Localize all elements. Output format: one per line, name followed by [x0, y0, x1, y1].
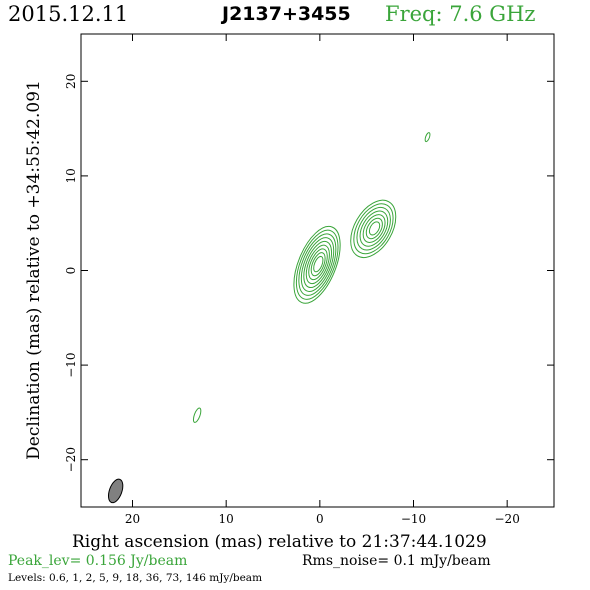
contour-1-level-1 — [353, 203, 394, 255]
contour-1-level-6 — [368, 221, 381, 236]
contour-2-level-0 — [424, 132, 431, 143]
y-tick-label: −20 — [64, 447, 78, 472]
contour-3-level-0 — [192, 407, 202, 423]
contour-1-level-3 — [359, 210, 389, 247]
contour-0-level-3 — [300, 237, 335, 292]
beam-ellipse — [107, 478, 124, 504]
contour-1-level-5 — [365, 217, 383, 240]
rms-noise: Rms_noise= 0.1 mJy/beam — [302, 553, 491, 569]
contour-1-level-0 — [350, 199, 397, 258]
y-axis-label: Declination (mas) relative to +34:55:42.… — [24, 80, 44, 460]
contour-0-level-6 — [308, 248, 328, 281]
x-tick-label: 10 — [219, 512, 234, 526]
y-tick-label: 10 — [64, 168, 78, 183]
epoch-date: 2015.12.11 — [8, 2, 129, 26]
contour-0-level-2 — [298, 233, 337, 296]
x-tick-label: 0 — [316, 512, 324, 526]
plot-frame — [80, 33, 555, 508]
frequency-label: Freq: 7.6 GHz — [385, 2, 536, 26]
contour-0-level-0 — [293, 225, 341, 304]
contour-1-level-2 — [356, 206, 391, 251]
x-tick-label: −20 — [495, 512, 520, 526]
y-tick-label: −10 — [64, 352, 78, 377]
contour-levels: Levels: 0.6, 1, 2, 5, 9, 18, 36, 73, 146… — [8, 572, 263, 584]
contour-1-level-4 — [362, 214, 386, 243]
x-tick-label: −10 — [401, 512, 426, 526]
contour-0-level-1 — [295, 229, 339, 300]
contour-0-level-5 — [305, 244, 330, 285]
y-tick-label: 0 — [64, 267, 78, 275]
x-axis-label: Right ascension (mas) relative to 21:37:… — [72, 532, 487, 552]
peak-level: Peak_lev= 0.156 Jy/beam — [8, 553, 188, 569]
source-name: J2137+3455 — [222, 3, 351, 25]
contour-0-level-7 — [310, 252, 326, 277]
y-tick-label: 20 — [64, 74, 78, 89]
x-tick-label: 20 — [125, 512, 140, 526]
contour-0-level-4 — [303, 240, 333, 288]
contour-0-level-8 — [313, 255, 324, 273]
